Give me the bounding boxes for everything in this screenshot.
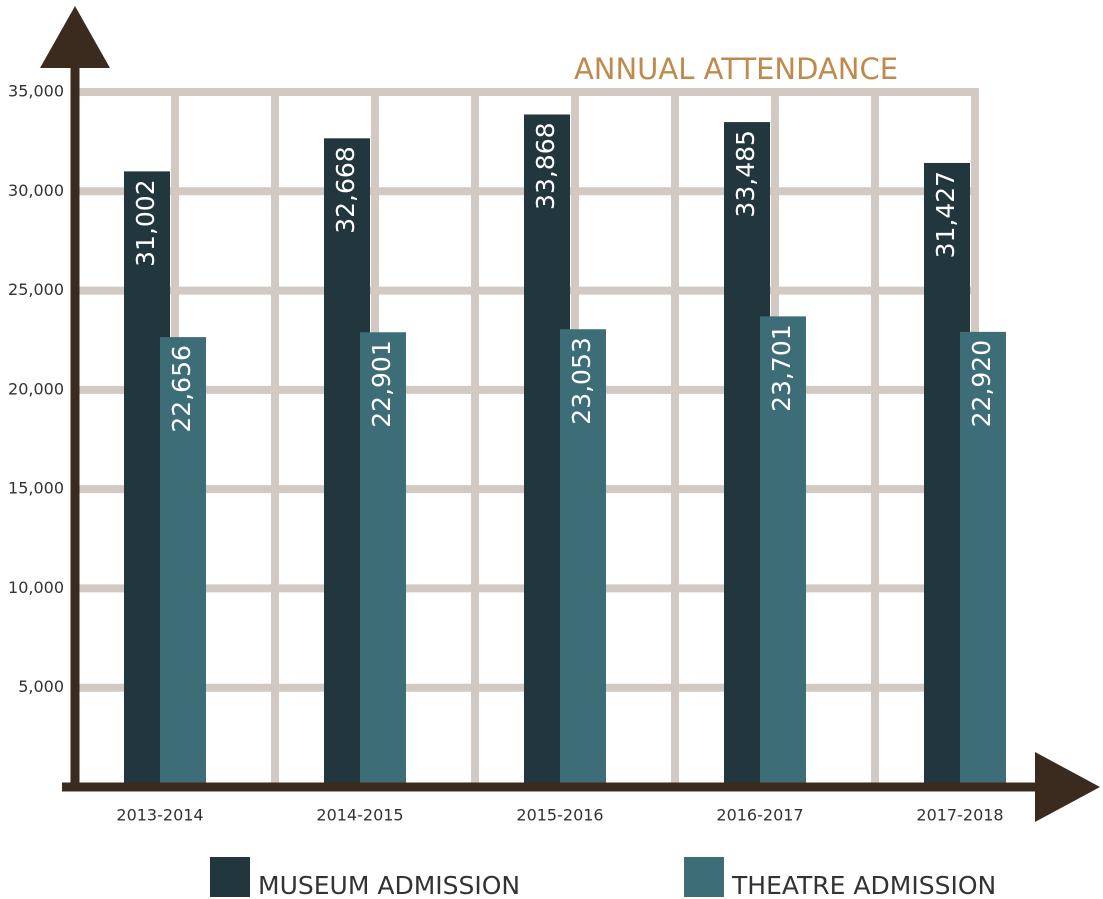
y-tick-label: 20,000 — [8, 379, 64, 398]
x-tick-label: 2016-2017 — [716, 806, 803, 825]
x-tick-label: 2013-2014 — [116, 806, 203, 825]
bar — [360, 332, 406, 787]
y-axis-arrow — [40, 6, 110, 68]
bar — [160, 337, 206, 787]
x-tick-label: 2014-2015 — [316, 806, 403, 825]
bar — [960, 331, 1006, 787]
legend-label: MUSEUM ADMISSION — [258, 871, 520, 899]
bar — [560, 329, 606, 787]
x-tick-label: 2017-2018 — [916, 806, 1003, 825]
data-label: 22,901 — [367, 340, 396, 427]
data-label: 22,656 — [167, 345, 196, 432]
legend-swatch — [684, 857, 724, 897]
data-label: 32,668 — [331, 146, 360, 233]
y-tick-label: 30,000 — [8, 181, 64, 200]
legend-label: THEATRE ADMISSION — [731, 871, 996, 899]
x-axis-arrow — [1035, 752, 1100, 822]
data-label: 23,053 — [567, 337, 596, 424]
y-tick-label: 25,000 — [8, 280, 64, 299]
bar — [760, 316, 806, 787]
y-tick-label: 10,000 — [8, 578, 64, 597]
data-label: 33,868 — [531, 122, 560, 209]
chart-title: ANNUAL ATTENDANCE — [574, 52, 898, 86]
data-label: 33,485 — [731, 130, 760, 217]
y-tick-label: 15,000 — [8, 479, 64, 498]
x-tick-label: 2015-2016 — [516, 806, 603, 825]
data-label: 31,002 — [131, 179, 160, 266]
y-tick-label: 5,000 — [18, 677, 64, 696]
data-label: 23,701 — [767, 324, 796, 411]
data-label: 31,427 — [931, 171, 960, 258]
y-tick-label: 35,000 — [8, 82, 64, 101]
legend-swatch — [210, 857, 250, 897]
data-label: 22,920 — [967, 340, 996, 427]
